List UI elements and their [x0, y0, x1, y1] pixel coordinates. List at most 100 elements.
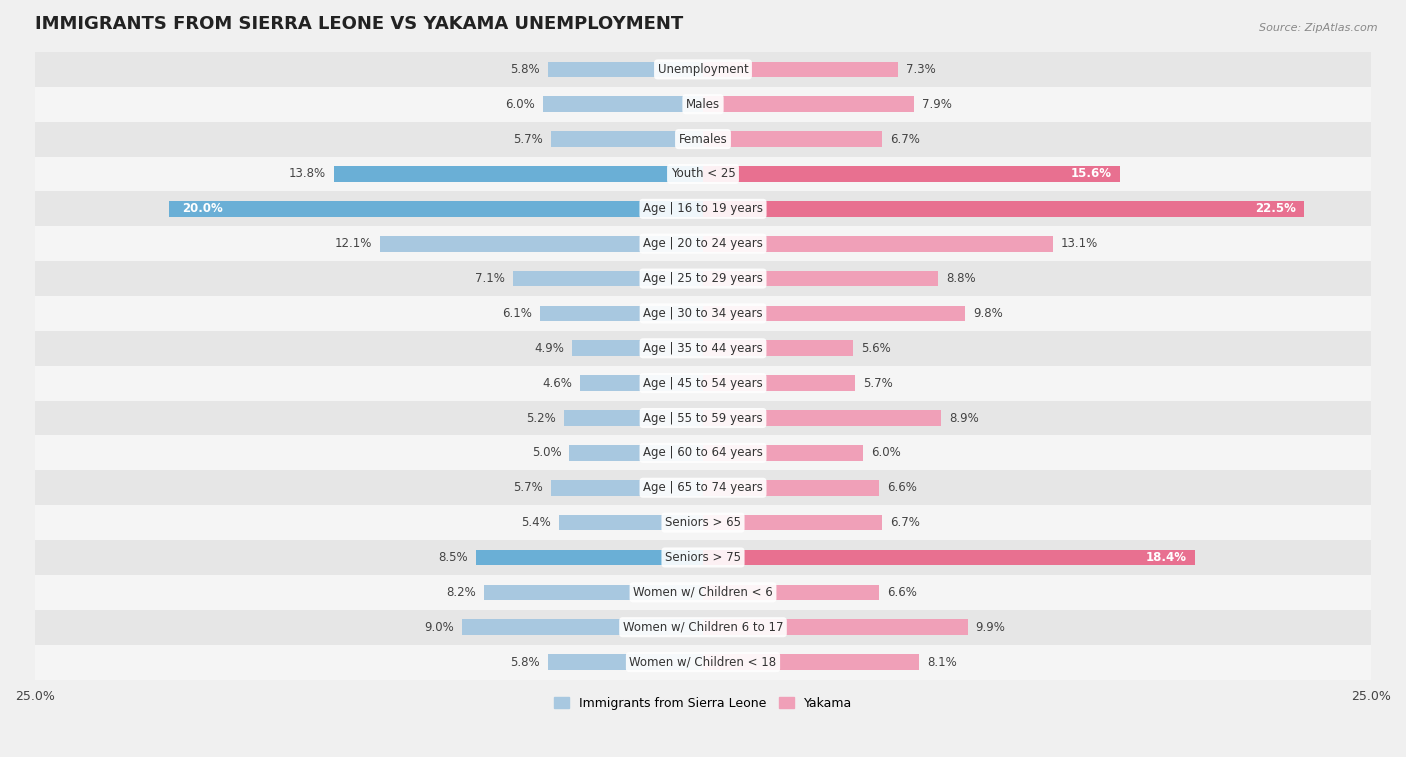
Bar	[703, 445, 863, 461]
Bar	[703, 550, 1195, 565]
Bar	[35, 331, 1371, 366]
Text: 7.9%: 7.9%	[922, 98, 952, 111]
Bar	[703, 131, 882, 147]
Text: 9.0%: 9.0%	[425, 621, 454, 634]
Text: Age | 16 to 19 years: Age | 16 to 19 years	[643, 202, 763, 215]
Bar	[548, 61, 703, 77]
Bar	[548, 654, 703, 670]
Text: Source: ZipAtlas.com: Source: ZipAtlas.com	[1260, 23, 1378, 33]
Bar	[703, 166, 1119, 182]
Bar	[35, 296, 1371, 331]
Text: Age | 65 to 74 years: Age | 65 to 74 years	[643, 481, 763, 494]
Bar	[703, 584, 879, 600]
Text: 6.0%: 6.0%	[872, 447, 901, 459]
Text: Seniors > 75: Seniors > 75	[665, 551, 741, 564]
Text: Age | 20 to 24 years: Age | 20 to 24 years	[643, 237, 763, 251]
Bar	[35, 192, 1371, 226]
Text: 5.4%: 5.4%	[522, 516, 551, 529]
Text: 8.2%: 8.2%	[446, 586, 475, 599]
Bar	[703, 201, 1305, 217]
Text: 5.0%: 5.0%	[531, 447, 561, 459]
Text: Age | 35 to 44 years: Age | 35 to 44 years	[643, 342, 763, 355]
Text: 5.7%: 5.7%	[863, 377, 893, 390]
Bar	[703, 515, 882, 531]
Bar	[703, 619, 967, 635]
Bar	[581, 375, 703, 391]
Text: 13.8%: 13.8%	[290, 167, 326, 180]
Text: 5.8%: 5.8%	[510, 63, 540, 76]
Text: 6.7%: 6.7%	[890, 132, 920, 145]
Text: 7.3%: 7.3%	[905, 63, 936, 76]
Text: 4.6%: 4.6%	[543, 377, 572, 390]
Text: 8.1%: 8.1%	[928, 656, 957, 668]
Bar	[35, 87, 1371, 122]
Bar	[335, 166, 703, 182]
Bar	[540, 306, 703, 321]
Bar	[35, 366, 1371, 400]
Text: Women w/ Children < 6: Women w/ Children < 6	[633, 586, 773, 599]
Bar	[551, 131, 703, 147]
Text: IMMIGRANTS FROM SIERRA LEONE VS YAKAMA UNEMPLOYMENT: IMMIGRANTS FROM SIERRA LEONE VS YAKAMA U…	[35, 15, 683, 33]
Bar	[572, 341, 703, 356]
Text: 6.6%: 6.6%	[887, 481, 917, 494]
Bar	[703, 61, 898, 77]
Text: 20.0%: 20.0%	[181, 202, 222, 215]
Bar	[35, 575, 1371, 610]
Text: 5.2%: 5.2%	[526, 412, 555, 425]
Text: 5.7%: 5.7%	[513, 132, 543, 145]
Text: 8.5%: 8.5%	[439, 551, 468, 564]
Text: Age | 55 to 59 years: Age | 55 to 59 years	[643, 412, 763, 425]
Text: 9.9%: 9.9%	[976, 621, 1005, 634]
Legend: Immigrants from Sierra Leone, Yakama: Immigrants from Sierra Leone, Yakama	[548, 692, 858, 715]
Bar	[703, 480, 879, 496]
Bar	[463, 619, 703, 635]
Bar	[484, 584, 703, 600]
Bar	[475, 550, 703, 565]
Bar	[513, 271, 703, 286]
Text: 6.7%: 6.7%	[890, 516, 920, 529]
Bar	[35, 435, 1371, 470]
Bar	[35, 505, 1371, 540]
Text: 6.6%: 6.6%	[887, 586, 917, 599]
Text: 22.5%: 22.5%	[1256, 202, 1296, 215]
Bar	[558, 515, 703, 531]
Bar	[703, 654, 920, 670]
Text: 6.0%: 6.0%	[505, 98, 534, 111]
Bar	[703, 271, 938, 286]
Text: 5.8%: 5.8%	[510, 656, 540, 668]
Text: Age | 45 to 54 years: Age | 45 to 54 years	[643, 377, 763, 390]
Bar	[551, 480, 703, 496]
Text: 9.8%: 9.8%	[973, 307, 1002, 320]
Text: 13.1%: 13.1%	[1062, 237, 1098, 251]
Bar	[169, 201, 703, 217]
Text: 8.9%: 8.9%	[949, 412, 979, 425]
Text: 7.1%: 7.1%	[475, 272, 505, 285]
Text: Unemployment: Unemployment	[658, 63, 748, 76]
Bar	[35, 226, 1371, 261]
Bar	[35, 400, 1371, 435]
Bar	[35, 122, 1371, 157]
Text: 6.1%: 6.1%	[502, 307, 531, 320]
Bar	[564, 410, 703, 426]
Bar	[35, 645, 1371, 680]
Text: 15.6%: 15.6%	[1071, 167, 1112, 180]
Bar	[703, 375, 855, 391]
Text: Women w/ Children < 18: Women w/ Children < 18	[630, 656, 776, 668]
Text: 12.1%: 12.1%	[335, 237, 371, 251]
Text: 8.8%: 8.8%	[946, 272, 976, 285]
Text: Seniors > 65: Seniors > 65	[665, 516, 741, 529]
Bar	[569, 445, 703, 461]
Text: Women w/ Children 6 to 17: Women w/ Children 6 to 17	[623, 621, 783, 634]
Text: 18.4%: 18.4%	[1146, 551, 1187, 564]
Bar	[35, 540, 1371, 575]
Text: 5.7%: 5.7%	[513, 481, 543, 494]
Bar	[703, 236, 1053, 251]
Text: Age | 60 to 64 years: Age | 60 to 64 years	[643, 447, 763, 459]
Text: Age | 25 to 29 years: Age | 25 to 29 years	[643, 272, 763, 285]
Text: 5.6%: 5.6%	[860, 342, 890, 355]
Bar	[35, 157, 1371, 192]
Text: Males: Males	[686, 98, 720, 111]
Text: 4.9%: 4.9%	[534, 342, 564, 355]
Bar	[703, 410, 941, 426]
Text: Age | 30 to 34 years: Age | 30 to 34 years	[643, 307, 763, 320]
